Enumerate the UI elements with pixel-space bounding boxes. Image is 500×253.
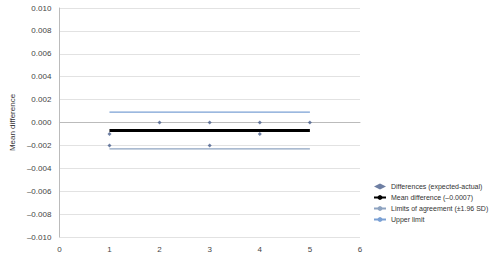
svg-text:0.004: 0.004 bbox=[31, 72, 52, 81]
svg-text:0.002: 0.002 bbox=[31, 95, 52, 104]
svg-text:Mean difference (–0.0007): Mean difference (–0.0007) bbox=[391, 194, 473, 202]
svg-text:–0.002: –0.002 bbox=[27, 141, 52, 150]
svg-text:–0.004: –0.004 bbox=[27, 164, 52, 173]
svg-text:–0.008: –0.008 bbox=[27, 210, 52, 219]
svg-text:1: 1 bbox=[107, 245, 112, 253]
svg-text:Limits of agreement (±1.96 SD): Limits of agreement (±1.96 SD) bbox=[391, 205, 488, 213]
svg-text:0.006: 0.006 bbox=[31, 49, 52, 58]
svg-text:–0.006: –0.006 bbox=[27, 187, 52, 196]
svg-text:0.000: 0.000 bbox=[31, 118, 52, 127]
svg-text:Differences (expected-actual): Differences (expected-actual) bbox=[391, 183, 482, 191]
svg-text:3: 3 bbox=[207, 245, 212, 253]
svg-text:4: 4 bbox=[258, 245, 263, 253]
svg-text:5: 5 bbox=[308, 245, 313, 253]
svg-text:0.010: 0.010 bbox=[31, 4, 52, 13]
svg-text:Upper limit: Upper limit bbox=[391, 216, 425, 224]
svg-text:Mean difference: Mean difference bbox=[8, 93, 17, 151]
svg-text:2: 2 bbox=[157, 245, 162, 253]
svg-text:0.008: 0.008 bbox=[31, 26, 52, 35]
svg-text:6: 6 bbox=[358, 245, 363, 253]
svg-text:–0.010: –0.010 bbox=[27, 233, 52, 242]
svg-text:0: 0 bbox=[57, 245, 62, 253]
